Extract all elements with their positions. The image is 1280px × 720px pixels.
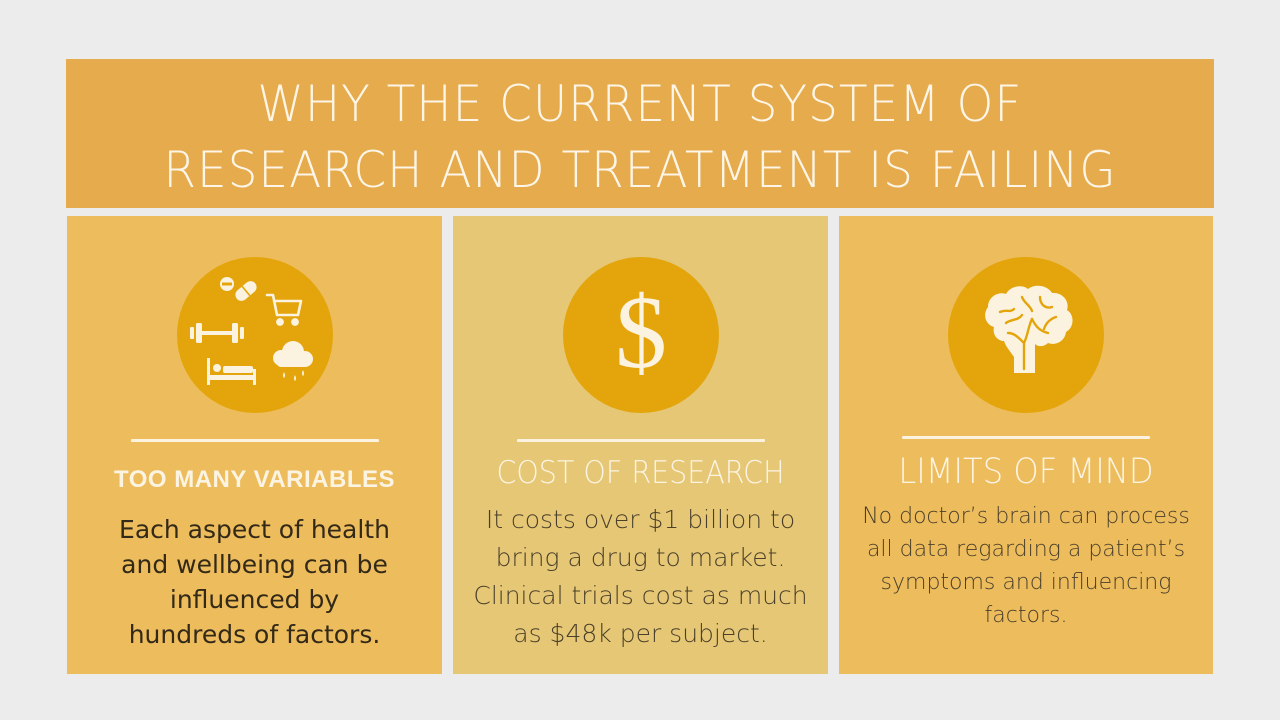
title-line-1: WHY THE CURRENT SYSTEM OF (257, 74, 1023, 133)
lifestyle-factors-icon (176, 257, 333, 413)
body-line: factors. (984, 603, 1068, 628)
brain-icon (948, 257, 1104, 413)
panel-heading: LIMITS OF MIND (898, 452, 1154, 492)
pill-icon (219, 277, 257, 301)
body-line: bring a drug to market. (495, 543, 786, 572)
divider-rule (516, 439, 765, 442)
panel-heading: COST OF RESEARCH (496, 455, 785, 491)
panel-body: Each aspect of health and wellbeing can … (67, 512, 442, 652)
divider-rule (902, 436, 1150, 439)
brain-icon-graphic (985, 285, 1073, 373)
body-line: hundreds of factors. (128, 620, 381, 649)
svg-text:$: $ (615, 275, 667, 390)
cloud-rain-icon (272, 341, 313, 381)
title-banner: WHY THE CURRENT SYSTEM OF RESEARCH AND T… (66, 59, 1214, 208)
body-line: symptoms and influencing (880, 570, 1172, 595)
title-line-2: RESEARCH AND TREATMENT IS FAILING (163, 140, 1117, 199)
panel-body: It costs over $1 billion to bring a drug… (453, 501, 828, 653)
bed-icon (206, 358, 256, 385)
lifestyle-factors-icon-graphic (189, 277, 313, 385)
body-line: No doctor’s brain can process (862, 504, 1190, 529)
panel-body: No doctor’s brain can process all data r… (839, 500, 1213, 632)
cart-icon (265, 293, 302, 326)
body-line: It costs over $1 billion to (485, 505, 796, 534)
body-line: all data regarding a patient’s (866, 537, 1186, 562)
panel-limits-of-mind: LIMITS OF MIND No doctor’s brain can pro… (839, 216, 1213, 674)
dollar-icon-graphic: $ (615, 275, 667, 390)
panel-cost-of-research: $ COST OF RESEARCH It costs over $1 bill… (453, 216, 828, 674)
dollar-icon: $ (562, 257, 719, 413)
body-line: and wellbeing can be (121, 550, 388, 579)
body-line: Clinical trials cost as much (473, 581, 808, 610)
body-line: as $48k per subject. (513, 619, 768, 648)
body-line: influenced by (169, 585, 340, 614)
panel-too-many-variables: TOO MANY VARIABLES Each aspect of health… (67, 216, 442, 674)
dumbbell-icon (189, 323, 244, 343)
divider-rule (130, 439, 379, 442)
panel-heading: TOO MANY VARIABLES (113, 466, 396, 493)
body-line: Each aspect of health (119, 515, 390, 544)
